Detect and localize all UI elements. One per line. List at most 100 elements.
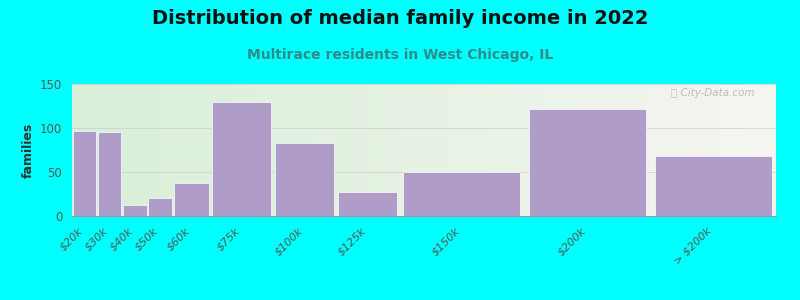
Bar [213, 102, 271, 216]
Bar [424, 84, 429, 216]
Bar [414, 84, 419, 216]
Bar [250, 84, 255, 216]
Bar [358, 84, 363, 216]
Bar [344, 84, 349, 216]
Bar [645, 84, 650, 216]
Bar [650, 84, 654, 216]
Bar [298, 84, 302, 216]
Bar [766, 84, 771, 216]
Bar [386, 84, 391, 216]
Bar [354, 84, 358, 216]
Bar [588, 84, 593, 216]
Bar [434, 84, 438, 216]
Bar [326, 84, 330, 216]
Bar [419, 84, 424, 216]
Bar [687, 84, 691, 216]
Bar [555, 84, 560, 216]
Bar [565, 84, 570, 216]
Bar [490, 84, 494, 216]
Bar [339, 84, 344, 216]
Bar [706, 84, 710, 216]
Bar [542, 84, 546, 216]
Bar [527, 84, 532, 216]
Bar [621, 84, 626, 216]
Bar [668, 84, 673, 216]
Bar [157, 84, 161, 216]
Bar [77, 84, 82, 216]
Bar [180, 84, 185, 216]
Bar [509, 84, 513, 216]
Bar [269, 84, 274, 216]
Bar [274, 84, 278, 216]
Bar [406, 84, 410, 216]
Bar [170, 84, 175, 216]
Bar [194, 84, 198, 216]
Bar [236, 84, 241, 216]
Bar [213, 84, 218, 216]
Bar [293, 84, 298, 216]
Bar [82, 84, 86, 216]
Bar [499, 84, 504, 216]
Bar [100, 84, 105, 216]
Bar [401, 84, 406, 216]
Bar [691, 84, 696, 216]
Bar [720, 84, 724, 216]
Bar [119, 84, 124, 216]
Bar [729, 84, 734, 216]
Bar [90, 84, 95, 216]
Bar [198, 84, 203, 216]
Bar [166, 84, 170, 216]
Bar [86, 84, 90, 216]
Bar [532, 84, 537, 216]
Bar [311, 84, 316, 216]
Bar [231, 84, 236, 216]
Bar [148, 198, 172, 216]
Bar [114, 84, 119, 216]
Bar [73, 130, 96, 216]
Bar [743, 84, 748, 216]
Bar [701, 84, 706, 216]
Bar [447, 84, 452, 216]
Bar [452, 84, 457, 216]
Bar [570, 84, 574, 216]
Bar [321, 84, 326, 216]
Bar [771, 84, 776, 216]
Bar [147, 84, 152, 216]
Bar [504, 84, 509, 216]
Bar [391, 84, 396, 216]
Bar [476, 84, 480, 216]
Bar [95, 84, 100, 216]
Bar [110, 84, 114, 216]
Text: Ⓜ City-Data.com: Ⓜ City-Data.com [671, 88, 755, 98]
Bar [442, 84, 447, 216]
Bar [640, 84, 645, 216]
Bar [518, 84, 522, 216]
Bar [663, 84, 668, 216]
Bar [438, 84, 442, 216]
Bar [128, 84, 133, 216]
Bar [593, 84, 598, 216]
Bar [133, 84, 138, 216]
Bar [396, 84, 401, 216]
Bar [260, 84, 265, 216]
Bar [283, 84, 288, 216]
Bar [471, 84, 476, 216]
Bar [617, 84, 621, 216]
Bar [658, 84, 663, 216]
Bar [738, 84, 743, 216]
Bar [124, 84, 128, 216]
Bar [190, 84, 194, 216]
Bar [410, 84, 414, 216]
Bar [161, 84, 166, 216]
Bar [278, 84, 283, 216]
Bar [724, 84, 729, 216]
Bar [142, 84, 147, 216]
Bar [753, 84, 758, 216]
Bar [241, 84, 246, 216]
Bar [626, 84, 630, 216]
Bar [462, 84, 466, 216]
Bar [466, 84, 471, 216]
Bar [748, 84, 753, 216]
Bar [678, 84, 682, 216]
Bar [330, 84, 335, 216]
